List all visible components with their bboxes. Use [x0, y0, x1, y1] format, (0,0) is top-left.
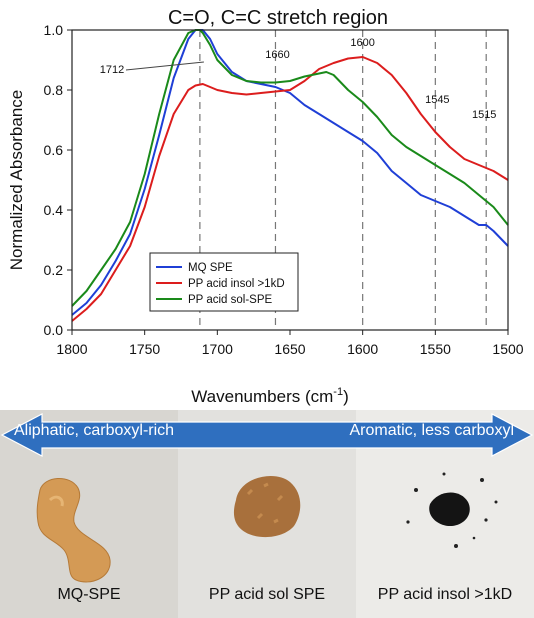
legend-label-2: PP acid sol-SPE	[188, 294, 272, 306]
double-arrow	[0, 413, 534, 457]
annotation-1712-pointer	[125, 61, 204, 71]
x-tick-label: 1500	[492, 341, 523, 357]
x-tick-label: 1750	[129, 341, 160, 357]
y-axis-label: Normalized Absorbance	[7, 90, 26, 270]
x-tick-label: 1800	[56, 341, 87, 357]
x-tick-label: 1650	[274, 341, 305, 357]
y-tick-label: 0.8	[44, 82, 64, 98]
series-line-1	[71, 56, 509, 322]
double-arrow-shape	[0, 413, 534, 457]
annotation-1660: 1660	[265, 49, 289, 61]
y-tick-label: 0.4	[44, 202, 64, 218]
plot-frame	[71, 29, 509, 331]
y-tick-label: 0.2	[44, 262, 64, 278]
annotation-1515: 1515	[472, 109, 496, 121]
spectrum-chart: C=O, C=C stretch region 1800 1750 1700 1650…	[7, 7, 524, 406]
arrow-right-text: Aromatic, less carboxyl	[349, 422, 515, 439]
axis-ticks: 1800 1750 1700 1650 1600 1550 1500 0.0 0.2 0.4 0.6…	[44, 22, 524, 357]
arrow-left-text: Aliphatic, carboxyl-rich	[14, 422, 175, 439]
sample-photos: MQ-SPE PP acid sol SPE PP acid insol >1k…	[0, 410, 534, 618]
y-tick-label: 0.0	[44, 322, 64, 338]
annotation-1712: 1712	[100, 64, 124, 76]
legend-label-0: MQ SPE	[188, 262, 233, 274]
reference-lines	[199, 30, 487, 330]
caption-pp-acid-insol: PP acid insol >1kD	[377, 586, 513, 603]
x-tick-label: 1600	[347, 341, 378, 357]
caption-pp-acid-sol: PP acid sol SPE	[208, 586, 326, 603]
x-tick-label: 1700	[202, 341, 233, 357]
legend: MQ SPE PP acid insol >1kD PP acid sol-SPE	[149, 252, 299, 312]
x-tick-label: 1550	[420, 341, 451, 357]
pp-acid-insol-sample-image	[406, 472, 498, 548]
x-axis-label: Wavenumbers (cm-1)	[191, 386, 348, 406]
legend-label-1: PP acid insol >1kD	[188, 278, 285, 290]
pp-acid-sol-sample-image	[233, 476, 301, 538]
annotation-1600: 1600	[350, 37, 374, 49]
chart-title: C=O, C=C stretch region	[168, 7, 388, 29]
series-line-2	[71, 29, 509, 307]
peak-annotations: 1712 1660 1600 1545 1515	[100, 37, 497, 121]
mq-spe-sample-image	[36, 478, 111, 583]
caption-mq-spe: MQ-SPE	[57, 586, 121, 603]
series-lines	[71, 29, 509, 322]
y-tick-label: 1.0	[44, 22, 64, 38]
annotation-1545: 1545	[425, 94, 449, 106]
y-tick-label: 0.6	[44, 142, 64, 158]
